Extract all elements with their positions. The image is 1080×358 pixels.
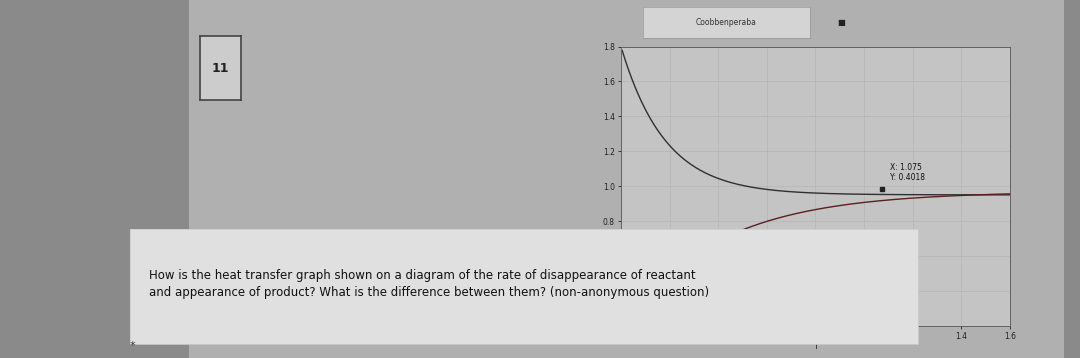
- Text: X: 1.075
Y: 0.4018: X: 1.075 Y: 0.4018: [890, 163, 924, 182]
- X-axis label: T: T: [813, 342, 818, 352]
- Text: *: *: [130, 341, 135, 351]
- Text: ■: ■: [837, 18, 845, 27]
- Text: How is the heat transfer graph shown on a diagram of the rate of disappearance o: How is the heat transfer graph shown on …: [149, 269, 710, 299]
- Text: Coobbenperaba: Coobbenperaba: [696, 18, 757, 27]
- Text: 11: 11: [212, 62, 229, 74]
